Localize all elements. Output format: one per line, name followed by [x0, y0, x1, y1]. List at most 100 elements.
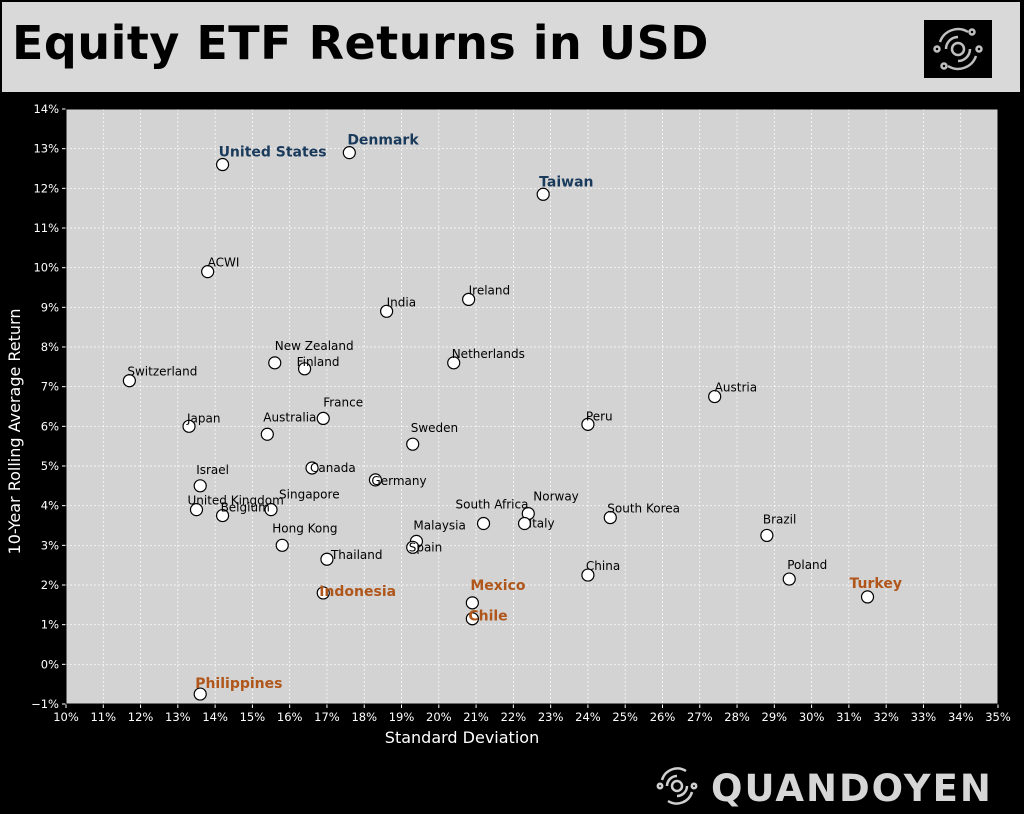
data-point — [215, 508, 230, 523]
x-tick-label: 31% — [836, 710, 862, 724]
brand-name: QUANDOYEN — [711, 766, 993, 810]
point-label: Philippines — [195, 676, 282, 692]
axes: 10% 11% 12% 13% 14% 15% 16% 17% 18% 19% 20% 21% 22% 2… — [31, 102, 1011, 724]
y-tick-label: 9% — [41, 300, 59, 314]
data-point — [193, 479, 207, 493]
y-tick-label: −1% — [31, 697, 59, 711]
y-tick-label: 13% — [33, 142, 59, 156]
y-tick-label: 8% — [41, 340, 59, 354]
point-label: Indonesia — [319, 584, 396, 600]
point-label: France — [323, 395, 363, 409]
x-tick-label: 27% — [687, 710, 713, 724]
y-axis-label: 10-Year Rolling Average Return — [5, 309, 24, 555]
x-tick-label: 29% — [762, 710, 788, 724]
title-bar: Equity ETF Returns in USD — [2, 2, 1020, 92]
point-label: Norway — [533, 490, 579, 504]
point-label: Germany — [371, 474, 426, 488]
data-point — [320, 552, 334, 566]
point-label: United Kingdom — [187, 494, 283, 508]
scatter-chart: 10% 11% 12% 13% 14% 15% 16% 17% 18% 19% 20% 21% 22% 2… — [5, 102, 1011, 747]
x-tick-label: 12% — [128, 710, 154, 724]
y-tick-label: 1% — [41, 618, 59, 632]
point-label: Chile — [468, 609, 507, 625]
x-tick-label: 33% — [911, 710, 937, 724]
plot-area — [66, 109, 998, 704]
data-point — [268, 356, 282, 370]
data-point — [782, 572, 796, 586]
data-point — [380, 304, 394, 318]
x-tick-label: 30% — [799, 710, 825, 724]
quandoyen-logo-icon — [655, 764, 699, 812]
x-tick-label: 28% — [724, 710, 750, 724]
data-point — [297, 362, 312, 376]
x-axis-label: Standard Deviation — [385, 728, 539, 747]
point-label: Singapore — [279, 488, 340, 502]
x-tick-label: 14% — [202, 710, 228, 724]
data-point — [406, 540, 420, 554]
point-label: Brazil — [763, 512, 797, 526]
data-point — [189, 503, 204, 517]
point-label: Switzerland — [127, 365, 197, 379]
x-tick-label: 13% — [165, 710, 191, 724]
x-tick-label: 15% — [240, 710, 266, 724]
data-point — [406, 437, 420, 451]
x-tick-label: 20% — [426, 710, 452, 724]
data-point — [275, 538, 289, 552]
x-tick-label: 19% — [389, 710, 415, 724]
point-label: ACWI — [208, 256, 240, 270]
data-point — [581, 417, 595, 431]
data-point — [182, 419, 196, 433]
x-tick-label: 23% — [538, 710, 564, 724]
y-tick-label: 14% — [33, 102, 59, 116]
x-tick-label: 21% — [463, 710, 489, 724]
data-point — [536, 187, 550, 201]
point-label: Ireland — [469, 283, 511, 297]
x-tick-label: 11% — [90, 710, 116, 724]
point-label: Canada — [310, 461, 356, 475]
data-point — [264, 503, 278, 517]
data-point — [316, 411, 330, 425]
data-point — [465, 596, 479, 610]
point-label: Japan — [186, 411, 220, 425]
grid-lines — [65, 108, 999, 705]
point-label: Malaysia — [413, 518, 465, 532]
data-point — [760, 528, 774, 543]
data-point — [201, 265, 215, 279]
point-label: New Zealand — [275, 339, 354, 353]
data-point — [517, 516, 532, 531]
x-tick-label: 32% — [873, 710, 899, 724]
point-label: South Korea — [607, 502, 680, 516]
x-tick-label: 25% — [612, 710, 638, 724]
data-point — [368, 473, 383, 487]
data-point — [462, 292, 476, 306]
point-label: South Africa — [456, 498, 529, 512]
point-label: Israel — [196, 463, 229, 477]
point-label: United States — [219, 145, 327, 161]
data-point — [215, 157, 230, 172]
data-point — [342, 146, 356, 160]
data-point — [447, 356, 461, 370]
point-label: Italy — [529, 517, 555, 531]
point-label: Finland — [297, 355, 340, 369]
y-tick-label: 10% — [33, 261, 59, 275]
y-tick-label: 6% — [41, 419, 59, 433]
x-tick-label: 24% — [575, 710, 601, 724]
point-label: Thailand — [330, 548, 383, 562]
y-tick-label: 0% — [41, 657, 59, 671]
y-tick-label: 2% — [41, 578, 59, 592]
quandoyen-logo-icon — [924, 20, 992, 78]
y-tick-label: 3% — [41, 538, 59, 552]
point-label: Sweden — [411, 421, 458, 435]
data-point — [260, 427, 274, 441]
point-label: Poland — [787, 558, 827, 572]
data-point — [316, 586, 330, 600]
point-label: China — [586, 559, 620, 573]
data-point — [603, 510, 617, 525]
point-label: Taiwan — [539, 174, 593, 190]
data-point — [193, 687, 207, 701]
data-point — [860, 590, 875, 604]
point-label: Turkey — [850, 576, 902, 592]
x-tick-label: 18% — [351, 710, 377, 724]
point-label: India — [387, 295, 416, 309]
brand-footer: QUANDOYEN — [655, 764, 993, 812]
